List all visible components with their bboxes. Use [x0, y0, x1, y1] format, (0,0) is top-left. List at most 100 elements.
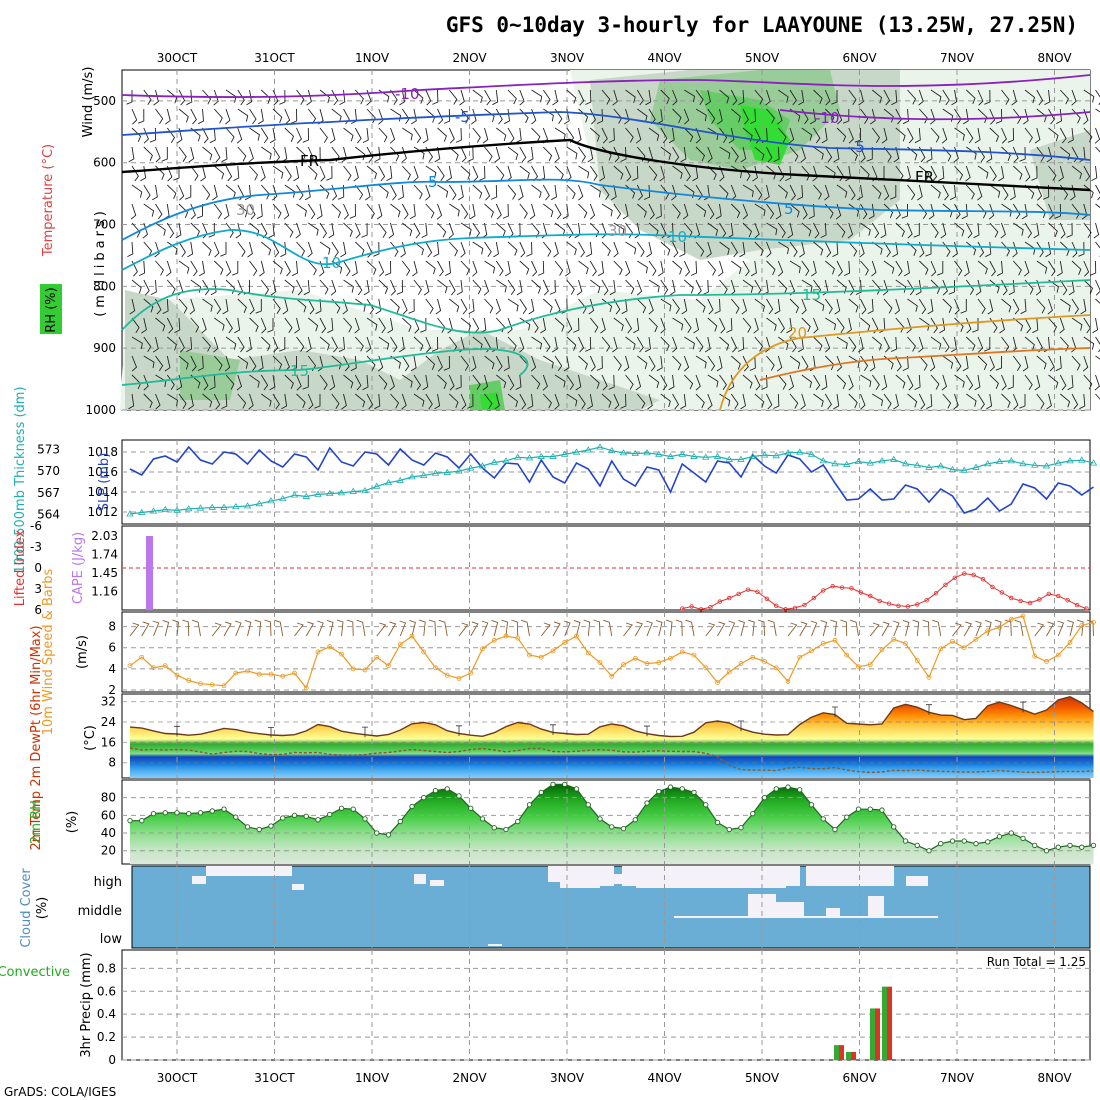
wind-barb — [1071, 165, 1083, 180]
wind-barb — [832, 241, 839, 258]
wind-barb — [456, 279, 463, 296]
wind-barb — [890, 185, 897, 200]
temp-minmax-bar — [174, 725, 180, 737]
wind10-barb — [573, 619, 581, 637]
wind-barb — [389, 127, 396, 144]
wind-barb — [907, 336, 916, 352]
wind-barb — [1019, 146, 1026, 162]
wind-barb — [596, 108, 604, 124]
rh-marker — [1020, 835, 1026, 842]
thickness-marker — [314, 490, 322, 497]
rh-marker — [479, 816, 486, 822]
rh-marker — [1067, 842, 1073, 849]
wind-barb — [683, 165, 691, 182]
wind-barb — [858, 89, 864, 106]
wind10-barb — [728, 620, 736, 637]
thickness-marker — [890, 455, 898, 462]
wind-barb — [895, 165, 904, 181]
wind10-marker — [609, 673, 615, 679]
thickness-marker — [584, 446, 592, 453]
wind-barb — [296, 89, 305, 105]
wind-barb — [448, 374, 455, 391]
wind-barb — [926, 393, 933, 410]
wind-barb — [554, 127, 566, 141]
wind10-marker — [1091, 619, 1096, 625]
wind-barb — [261, 146, 272, 160]
rh-marker — [291, 812, 298, 819]
wind-barb — [1048, 355, 1055, 372]
wind-barb — [895, 355, 902, 372]
temp-tick-label: 16 — [101, 735, 116, 749]
wind10-barb — [932, 619, 942, 637]
wind-barb — [872, 89, 883, 104]
wind-barb — [742, 203, 749, 220]
wind-barb — [871, 184, 882, 199]
wind10-marker — [938, 646, 944, 652]
wind-barb — [917, 184, 923, 201]
temp-minmax-bar — [268, 726, 274, 738]
wind10-barb — [152, 620, 160, 637]
wind-barb — [232, 261, 239, 276]
temperature-contour — [121, 74, 1091, 98]
wind-barb — [575, 127, 582, 144]
rh-marker — [315, 817, 321, 823]
li-marker — [680, 606, 685, 611]
wind-barb — [284, 279, 295, 294]
thickness-marker — [478, 462, 487, 469]
wind-barb — [660, 127, 668, 144]
wind10-grid — [122, 612, 1090, 692]
wind-barb — [601, 127, 608, 144]
wind-barb — [173, 166, 180, 181]
wind-barb — [1093, 222, 1100, 239]
temperature-contour — [121, 229, 1091, 271]
wind-barb — [431, 336, 439, 352]
wind-barb — [402, 222, 413, 237]
wind-barb — [175, 222, 182, 239]
cape-tick-label: 1.16 — [91, 585, 118, 599]
wind-barb — [718, 260, 724, 277]
wind-barb — [860, 393, 866, 410]
wind-barb — [319, 184, 330, 199]
wind-barb — [800, 393, 806, 410]
wind-barb — [507, 374, 515, 391]
wind-barb — [789, 393, 799, 409]
wind-barb — [202, 146, 213, 161]
thickness-marker — [290, 491, 299, 498]
wind-barb — [166, 279, 176, 295]
bottom-date-label: 2NOV — [452, 1071, 487, 1085]
thickness-marker — [561, 450, 569, 457]
wind-barb — [519, 317, 531, 331]
wind-barb — [903, 260, 910, 277]
temp-line — [129, 696, 1094, 738]
wind10-marker — [1067, 640, 1073, 645]
wind-barb — [578, 89, 585, 106]
wind10-barb — [274, 619, 284, 637]
wind-barb — [1083, 317, 1091, 334]
bottom-date-axis: 30OCT 31OCT 1NOV 2NOV 3NOV 4NOV 5NOV 6NOV 7NOV 8N… — [157, 1071, 1073, 1085]
wind-barb — [387, 317, 394, 334]
wind-barb — [820, 222, 827, 239]
wind-barb — [290, 108, 298, 124]
wind-barb — [848, 184, 856, 201]
wind-barb — [1048, 108, 1055, 125]
wind-barb — [237, 203, 248, 218]
wind-barb — [965, 317, 972, 334]
wind-barb — [479, 165, 486, 181]
wind-barb — [1083, 336, 1095, 350]
wind-barb — [249, 127, 260, 141]
wind-barb — [1071, 393, 1079, 410]
wind-barb — [375, 298, 382, 315]
rh-marker — [750, 810, 756, 817]
wind-barb — [390, 241, 399, 257]
wind-barb — [1024, 89, 1036, 104]
wind-barb — [284, 165, 292, 182]
wind-barb — [319, 374, 328, 390]
wind-barb — [789, 89, 797, 106]
thickness-line — [129, 446, 1094, 515]
wind10-marker — [268, 671, 274, 677]
wind-barb — [954, 127, 965, 141]
wind-barb — [507, 241, 518, 256]
wind10-barb — [623, 622, 633, 637]
slp-tick-label: 1012 — [87, 505, 118, 519]
